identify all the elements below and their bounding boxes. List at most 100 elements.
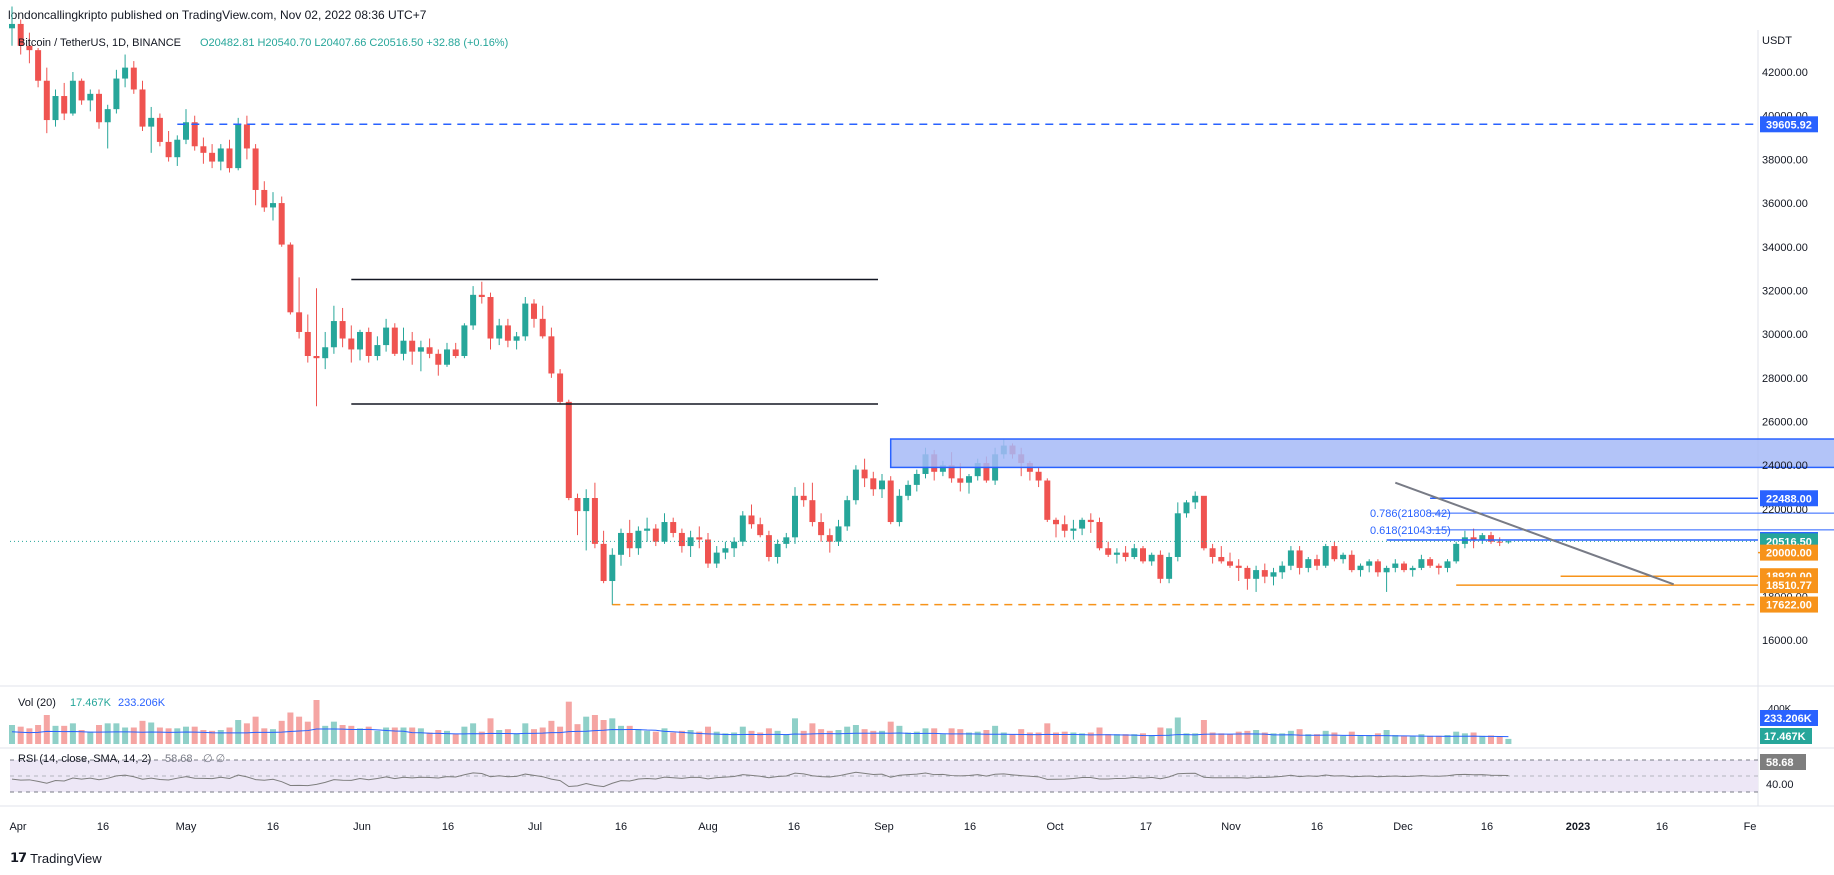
candle-body [1192,495,1199,503]
candle-body [905,484,912,496]
volume-bar [348,725,355,744]
volume-bar [844,726,851,744]
candle-body [591,498,598,544]
volume-bar [1018,729,1025,744]
price-badge: 22488.00 [1760,490,1818,507]
trendline [1394,481,1675,586]
candle-body [357,331,363,350]
price-tick-label: 24000.00 [1762,460,1808,472]
volume-bar [748,730,755,744]
volume-bar [452,734,459,744]
candle-body [461,325,468,356]
volume-bar [713,731,720,744]
candle-body [1348,554,1355,571]
candle-body [1227,561,1233,566]
volume-pane: Vol (20) 17.467K 233.206K400K233.206K17.46… [9,697,1818,744]
volume-bar [78,730,85,744]
candle-body [948,465,955,479]
candle-body [644,528,651,531]
volume-bar [939,734,946,744]
candle-body [1053,519,1059,525]
chart-drawings: 0.786(21808.42) 0.618(21043.15) [10,123,1834,606]
candle-body [1061,524,1068,531]
volume-label: Vol (20) [18,697,56,709]
price-badge-bg [1760,596,1818,613]
candle-body [444,349,450,365]
rsi-badge [1760,754,1806,770]
candle-body [670,522,677,533]
volume-bar [1392,735,1399,744]
volume-bar [974,731,981,744]
candle-body [844,500,851,527]
volume-bar [487,718,494,744]
symbol-title: Bitcoin / TetherUS, 1D, BINANCE [18,37,181,49]
volume-ma-line [11,728,1509,738]
candle-body [652,528,659,542]
candle-body [183,122,189,140]
volume-bar [478,731,485,744]
volume-bar [69,723,76,744]
time-tick-label: 2023 [1566,821,1590,833]
volume-bar [339,725,346,744]
time-tick-label: Nov [1221,821,1241,833]
volume-bar [1427,735,1434,744]
volume-bar [1270,733,1277,744]
candle-body [1305,559,1312,568]
volume-bar [104,723,111,744]
candle-body [765,535,772,557]
volume-bar [1044,723,1051,744]
candle-body [1435,565,1442,568]
candle-body [1409,567,1416,571]
volume-bar [635,729,642,744]
time-tick-label: 16 [97,821,109,833]
candle-body [618,532,624,555]
rsi-value: 58.68 [165,753,193,765]
volume-bar [722,733,729,744]
candle-body [1296,550,1303,568]
volume-bar [1244,730,1251,744]
volume-bar [1183,733,1190,744]
candle-body [270,203,276,208]
rsi-pane: RSI (14, close, SMA, 14, 2) 58.68 ∅ ∅ 58.68… [10,753,1806,793]
candle-body [1253,570,1260,579]
candle-body [130,67,137,90]
candle-body [52,96,59,121]
fib-label: 0.618(21043.15) [1370,525,1451,537]
time-tick-label: Jun [353,821,371,833]
time-tick-label: May [176,821,197,833]
candle-body [939,465,946,472]
volume-bar [1148,735,1155,744]
volume-bar [931,728,938,744]
candle-body [1401,563,1407,571]
price-tick-label: 22000.00 [1762,504,1808,516]
volume-bar [687,730,694,744]
volume-bar [966,732,972,744]
candle-body [1270,572,1277,577]
candle-body [1070,528,1077,531]
volume-bar [957,729,964,744]
volume-bar [226,727,233,744]
candle-body [739,515,746,542]
volume-bar [1200,720,1207,744]
candle-body [1200,495,1207,549]
candle-body [174,139,181,158]
volume-bar [670,732,677,744]
volume-bar [678,730,685,744]
volume-bar [322,725,329,744]
volume-bar [1253,730,1260,744]
volume-bar [922,728,929,744]
candle-body [696,537,703,540]
volume-bar [783,734,790,744]
candle-body [800,495,807,501]
volume-bar [913,731,920,744]
volume-bar [235,720,242,744]
volume-bar [1357,735,1364,744]
candle-body [626,532,633,549]
price-axis: 42000.0040000.0038000.0036000.0034000.00… [1760,35,1818,647]
volume-bar [1322,730,1329,744]
volume-bar [313,700,320,744]
volume-bar [557,726,564,744]
candle-body [1496,541,1503,543]
volume-bar [1131,734,1138,744]
